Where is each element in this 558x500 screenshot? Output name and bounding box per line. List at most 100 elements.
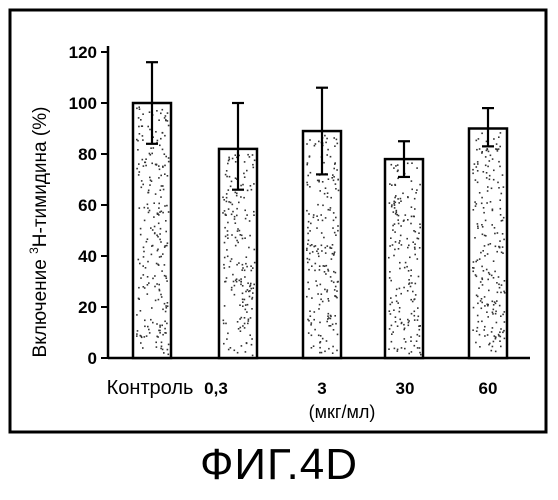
bar-stipple-dot xyxy=(408,270,410,272)
bar-stipple-dot xyxy=(474,237,476,239)
bar-stipple-dot xyxy=(223,320,225,322)
bar-stipple-dot xyxy=(498,334,500,336)
bar-stipple-dot xyxy=(475,274,477,276)
bar-stipple-dot xyxy=(502,233,504,235)
bar-stipple-dot xyxy=(479,346,481,348)
bar-stipple-dot xyxy=(500,132,502,134)
bar-stipple-dot xyxy=(136,168,138,170)
bar-stipple-dot xyxy=(397,170,399,172)
bar-stipple-dot xyxy=(401,322,403,324)
bar-stipple-dot xyxy=(417,319,419,321)
bar-stipple-dot xyxy=(318,253,320,255)
bar-stipple-dot xyxy=(237,321,239,323)
bar-stipple-dot xyxy=(504,292,506,294)
bar-stipple-dot xyxy=(332,174,334,176)
bar-stipple-dot xyxy=(140,277,142,279)
bar-stipple-dot xyxy=(244,176,246,178)
bar-stipple-dot xyxy=(402,193,404,195)
bar-stipple-dot xyxy=(324,193,326,195)
bar-stipple-dot xyxy=(252,355,254,357)
bar-stipple-dot xyxy=(397,198,399,200)
bar-stipple-dot xyxy=(139,108,141,110)
bar-stipple-dot xyxy=(239,230,241,232)
bar-stipple-dot xyxy=(479,148,481,150)
bar-stipple-dot xyxy=(490,155,492,157)
bar-stipple-dot xyxy=(477,163,479,165)
bar-stipple-dot xyxy=(231,287,233,289)
bar-stipple-dot xyxy=(162,166,164,168)
bar-stipple-dot xyxy=(242,305,244,307)
bar-stipple-dot xyxy=(160,256,162,258)
bar-stipple-dot xyxy=(391,341,393,343)
bar-stipple-dot xyxy=(248,319,250,321)
bar-stipple-dot xyxy=(393,167,395,169)
bar-stipple-dot xyxy=(246,342,248,344)
bar-stipple-dot xyxy=(391,325,393,327)
bar-stipple-dot xyxy=(140,310,142,312)
bar-stipple-dot xyxy=(489,343,491,345)
bar-stipple-dot xyxy=(242,267,244,269)
bar-stipple-dot xyxy=(504,321,506,323)
bar-stipple-dot xyxy=(483,207,485,209)
bar-stipple-dot xyxy=(244,270,246,272)
bar-stipple-dot xyxy=(497,150,499,152)
bar-stipple-dot xyxy=(165,119,167,121)
y-tick-label: 100 xyxy=(69,94,97,113)
bar-stipple-dot xyxy=(154,275,156,277)
bar-stipple-dot xyxy=(242,285,244,287)
bar-stipple-dot xyxy=(320,335,322,337)
bar-stipple-dot xyxy=(472,271,474,273)
bar-stipple-dot xyxy=(411,282,413,284)
bar-stipple-dot xyxy=(153,216,155,218)
bar-stipple-dot xyxy=(494,233,496,235)
x-tick-label: Контроль xyxy=(107,377,194,399)
bar-stipple-dot xyxy=(227,222,229,224)
bar-stipple-dot xyxy=(493,277,495,279)
bar-stipple-dot xyxy=(162,132,164,134)
bar-stipple-dot xyxy=(489,175,491,177)
bar-stipple-dot xyxy=(496,143,498,145)
bar-stipple-dot xyxy=(162,185,164,187)
bar-stipple-dot xyxy=(235,280,237,282)
bar-stipple-dot xyxy=(419,227,421,229)
bar-stipple-dot xyxy=(474,163,476,165)
bar-stipple-dot xyxy=(225,323,227,325)
bar-stipple-dot xyxy=(401,347,403,349)
bar-stipple-dot xyxy=(161,325,163,327)
bar-stipple-dot xyxy=(308,240,310,242)
bar-stipple-dot xyxy=(151,153,153,155)
bar-stipple-dot xyxy=(249,156,251,158)
bar-stipple-dot xyxy=(503,217,505,219)
bar-stipple-dot xyxy=(306,248,308,250)
bar-stipple-dot xyxy=(495,311,497,313)
bar-stipple-dot xyxy=(149,332,151,334)
bar-stipple-dot xyxy=(167,242,169,244)
bar-stipple-dot xyxy=(495,148,497,150)
bar-stipple-dot xyxy=(311,347,313,349)
bar-stipple-dot xyxy=(476,203,478,205)
bar-stipple-dot xyxy=(139,171,141,173)
bar-stipple-dot xyxy=(411,313,413,315)
bar-stipple-dot xyxy=(479,258,481,260)
bar-stipple-dot xyxy=(322,205,324,207)
bar-stipple-dot xyxy=(148,282,150,284)
x-tick-label: 60 xyxy=(479,379,498,398)
bar-stipple-dot xyxy=(487,334,489,336)
bar-stipple-dot xyxy=(251,189,253,191)
bar-stipple-dot xyxy=(412,301,414,303)
bar-stipple-dot xyxy=(500,292,502,294)
bar-stipple-dot xyxy=(308,213,310,215)
bar-stipple-dot xyxy=(477,315,479,317)
bar-stipple-dot xyxy=(242,301,244,303)
bar-stipple-dot xyxy=(252,267,254,269)
bar-stipple-dot xyxy=(168,125,170,127)
bar-stipple-dot xyxy=(250,317,252,319)
bar-stipple-dot xyxy=(223,199,225,201)
bar-stipple-dot xyxy=(136,314,138,316)
bar-stipple-dot xyxy=(306,143,308,145)
bar-stipple-dot xyxy=(241,235,243,237)
bar-stipple-dot xyxy=(142,159,144,161)
bar-stipple-dot xyxy=(330,316,332,318)
bar-stipple-dot xyxy=(253,167,255,169)
bar-stipple-dot xyxy=(165,311,167,313)
